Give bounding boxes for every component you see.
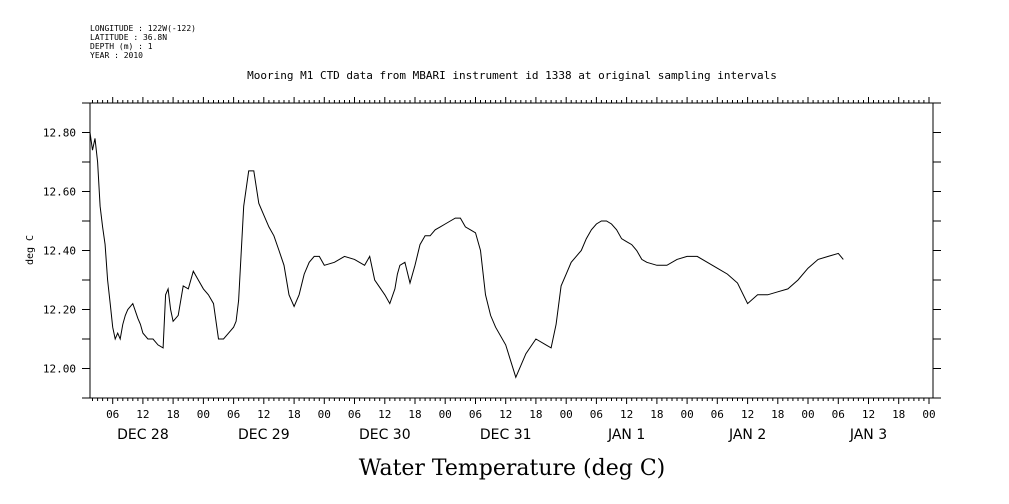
x-tick-label: 00 [197,408,210,421]
x-tick-label: 18 [892,408,905,421]
x-tick-label: 12 [136,408,149,421]
x-axis-label: Water Temperature (deg C) [359,456,666,481]
x-day-label: DEC 30 [359,427,411,443]
x-tick-label: 12 [257,408,270,421]
x-tick-label: 18 [408,408,421,421]
x-tick-label: 00 [560,408,573,421]
y-tick-label: 12.80 [43,127,76,140]
series-line [89,132,844,379]
meta-longitude: LONGITUDE : 122W(-122) [90,24,196,33]
x-tick-label: 00 [801,408,814,421]
x-tick-label: 06 [711,408,724,421]
x-tick-label: 06 [348,408,361,421]
meta-year: YEAR : 2010 [90,51,143,60]
meta-depth: DEPTH (m) : 1 [90,42,153,51]
y-tick-labels: 12.00 12.20 12.40 12.60 12.80 [43,127,76,376]
x-day-label: DEC 29 [238,427,290,443]
plot-frame [89,102,934,399]
x-tick-label: 06 [469,408,482,421]
y-tick-label: 12.60 [43,186,76,199]
x-day-label: JAN 1 [607,427,645,443]
x-day-label: JAN 3 [849,427,887,443]
x-tick-label: 18 [529,408,542,421]
x-day-label: DEC 28 [117,427,169,443]
x-tick-label: 12 [499,408,512,421]
x-tick-label: 06 [590,408,603,421]
x-tick-label: 00 [318,408,331,421]
x-tick-label: 12 [862,408,875,421]
axis-ticks [82,97,941,404]
x-tick-label: 18 [650,408,663,421]
meta-latitude: LATITUDE : 36.8N [90,33,167,42]
y-tick-label: 12.40 [43,245,76,258]
x-tick-label: 12 [378,408,391,421]
x-tick-label: 18 [287,408,300,421]
x-day-labels: DEC 28 DEC 29 DEC 30 DEC 31 JAN 1 JAN 2 JAN 3 [117,427,887,443]
x-tick-label: 18 [771,408,784,421]
x-tick-label: 06 [832,408,845,421]
x-day-label: JAN 2 [728,427,766,443]
y-tick-label: 12.20 [43,304,76,317]
x-tick-label: 06 [227,408,240,421]
x-tick-labels: 06 12 18 00 06 12 18 00 06 12 18 00 06 12 18 00 06 12 18 00… [106,408,936,421]
y-tick-label: 12.00 [43,363,76,376]
x-tick-label: 12 [741,408,754,421]
x-tick-label: 00 [680,408,693,421]
chart-title: Mooring M1 CTD data from MBARI instrumen… [247,69,777,82]
x-day-label: DEC 31 [480,427,532,443]
x-tick-label: 18 [166,408,179,421]
y-axis-label: deg C [25,235,36,265]
x-tick-label: 12 [620,408,633,421]
x-tick-label: 06 [106,408,119,421]
x-tick-label: 00 [922,408,935,421]
x-tick-label: 00 [439,408,452,421]
